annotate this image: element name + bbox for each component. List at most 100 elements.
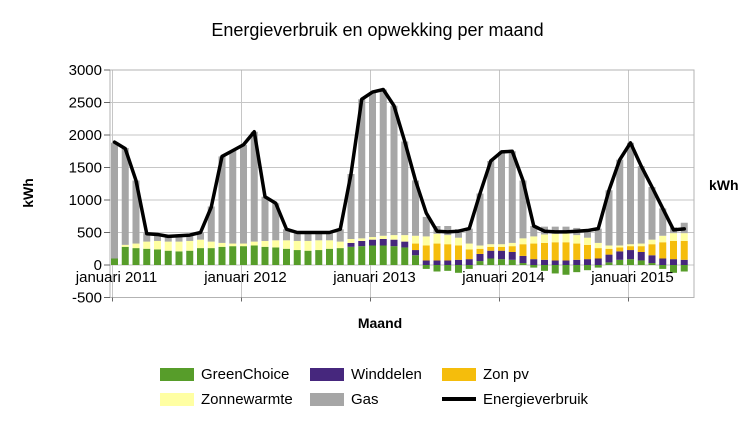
bar-segment-gas bbox=[164, 235, 172, 242]
bar-segment-winddelen bbox=[616, 251, 624, 260]
bar-segment-zonnewarmte bbox=[541, 234, 548, 243]
bar-segment-greenchoice bbox=[379, 245, 387, 265]
bar-segment-zonnewarmte bbox=[530, 236, 538, 244]
bar-segment-zon-pv bbox=[433, 243, 441, 261]
bar-segment-gas bbox=[605, 190, 613, 246]
bar-segment-gas bbox=[240, 144, 247, 244]
bar-segment-zonnewarmte bbox=[433, 233, 441, 244]
plot-border bbox=[109, 69, 695, 298]
bar-segment-zonnewarmte bbox=[455, 237, 462, 246]
bar-segment-zonnewarmte bbox=[465, 243, 473, 250]
bar-segment-gas bbox=[369, 92, 376, 238]
bar-segment-gas bbox=[422, 216, 430, 237]
zonpv-swatch-icon bbox=[442, 367, 476, 381]
bar-segment-greenchoice bbox=[422, 265, 430, 269]
bar-segment-greenchoice bbox=[498, 259, 505, 265]
bar-segment-gas bbox=[530, 226, 538, 237]
bar-segment-zonnewarmte bbox=[616, 245, 624, 248]
bar-segment-gas bbox=[143, 233, 151, 242]
bar-segment-zonnewarmte bbox=[315, 240, 323, 251]
bar-segment-zonnewarmte bbox=[648, 239, 656, 245]
bar-segment-greenchoice bbox=[261, 246, 269, 265]
legend-label: Gas bbox=[351, 390, 379, 408]
bar-segment-winddelen bbox=[465, 259, 473, 265]
bar-segment-zon-pv bbox=[573, 243, 581, 260]
bar-segment-winddelen bbox=[670, 259, 677, 265]
bar-segment-greenchoice bbox=[229, 246, 237, 265]
bar-segment-gas bbox=[293, 232, 301, 241]
bar-segment-gas bbox=[498, 151, 505, 245]
bar-segment-zonnewarmte bbox=[627, 244, 634, 247]
bar-segment-greenchoice bbox=[476, 261, 484, 265]
bar-segment-greenchoice bbox=[444, 265, 452, 271]
bar-segment-winddelen bbox=[659, 258, 667, 265]
bar-segment-zonnewarmte bbox=[207, 241, 215, 249]
bar-segment-greenchoice bbox=[573, 265, 581, 273]
bar-segment-winddelen bbox=[530, 259, 538, 265]
bar-segment-greenchoice bbox=[605, 262, 613, 265]
legend-label: Energieverbruik bbox=[483, 390, 589, 408]
bar-segment-greenchoice bbox=[336, 248, 344, 265]
bar-segment-zon-pv bbox=[680, 240, 688, 260]
energieverbruik-line-swatch-icon bbox=[442, 397, 476, 401]
bar-segment-zon-pv bbox=[444, 244, 452, 261]
bar-segment-gas bbox=[627, 142, 634, 245]
bar-segment-zonnewarmte bbox=[229, 243, 237, 247]
bar-segment-zonnewarmte bbox=[154, 240, 161, 250]
bar-segment-zonnewarmte bbox=[659, 235, 667, 243]
bar-segment-winddelen bbox=[487, 250, 495, 259]
bar-segment-zonnewarmte bbox=[573, 235, 581, 244]
legend-item-zonpv: Zon pv bbox=[442, 366, 529, 383]
bar-segment-zonnewarmte bbox=[240, 243, 247, 247]
bar-segment-gas bbox=[207, 206, 215, 242]
bar-segment-greenchoice bbox=[594, 265, 602, 268]
bar-segment-gas bbox=[315, 232, 323, 241]
bar-segment-winddelen bbox=[379, 239, 387, 246]
bar-segment-greenchoice bbox=[121, 246, 129, 265]
bar-segment-zon-pv bbox=[594, 248, 602, 259]
bar-segment-zon-pv bbox=[412, 243, 419, 251]
bar-segment-gas bbox=[261, 196, 269, 241]
bar-segment-greenchoice bbox=[627, 259, 634, 265]
bar-segment-zon-pv bbox=[648, 244, 656, 256]
bar-segment-gas bbox=[283, 229, 290, 241]
bar-segment-greenchoice bbox=[487, 258, 495, 265]
bar-segment-greenchoice bbox=[616, 259, 624, 265]
bar-segment-zonnewarmte bbox=[508, 242, 516, 247]
bar-segment-winddelen bbox=[594, 258, 602, 265]
bar-segment-winddelen bbox=[422, 260, 430, 265]
bar-segment-greenchoice bbox=[143, 248, 151, 265]
bar-segment-greenchoice bbox=[369, 245, 376, 265]
bar-segment-greenchoice bbox=[358, 246, 366, 265]
y-axis-label-left: kWh bbox=[20, 178, 36, 208]
bar-segment-zonnewarmte bbox=[261, 240, 269, 247]
bar-segment-gas bbox=[336, 229, 344, 242]
bar-segment-greenchoice bbox=[390, 246, 398, 265]
bar-segment-zonnewarmte bbox=[562, 233, 570, 243]
bar-segment-zonnewarmte bbox=[594, 242, 602, 249]
bar-segment-zon-pv bbox=[541, 242, 548, 260]
bar-segment-winddelen bbox=[584, 259, 591, 265]
bar-segment-gas bbox=[358, 99, 366, 239]
bar-segment-zon-pv bbox=[422, 245, 430, 261]
bar-segment-greenchoice bbox=[207, 248, 215, 265]
bar-segment-gas bbox=[390, 105, 398, 236]
y-tick-label: 1500 bbox=[69, 160, 102, 177]
bar-segment-winddelen bbox=[444, 260, 452, 265]
y-tick-label: 2500 bbox=[69, 95, 102, 112]
bar-segment-winddelen bbox=[627, 250, 634, 260]
y-tick-label: 500 bbox=[77, 225, 102, 242]
bar-segment-gas bbox=[250, 131, 258, 242]
bar-segment-greenchoice bbox=[240, 246, 247, 265]
bar-segment-gas bbox=[455, 229, 462, 238]
bar-segment-zonnewarmte bbox=[637, 243, 645, 247]
bar-segment-zon-pv bbox=[616, 247, 624, 252]
bar-segment-zon-pv bbox=[519, 244, 527, 256]
bar-segment-zonnewarmte bbox=[444, 235, 452, 245]
chart-title: Energieverbruik en opwekking per maand bbox=[211, 20, 544, 40]
bar-segment-greenchoice bbox=[218, 246, 226, 265]
bar-segment-gas bbox=[347, 174, 355, 239]
bar-segment-winddelen bbox=[347, 242, 355, 247]
